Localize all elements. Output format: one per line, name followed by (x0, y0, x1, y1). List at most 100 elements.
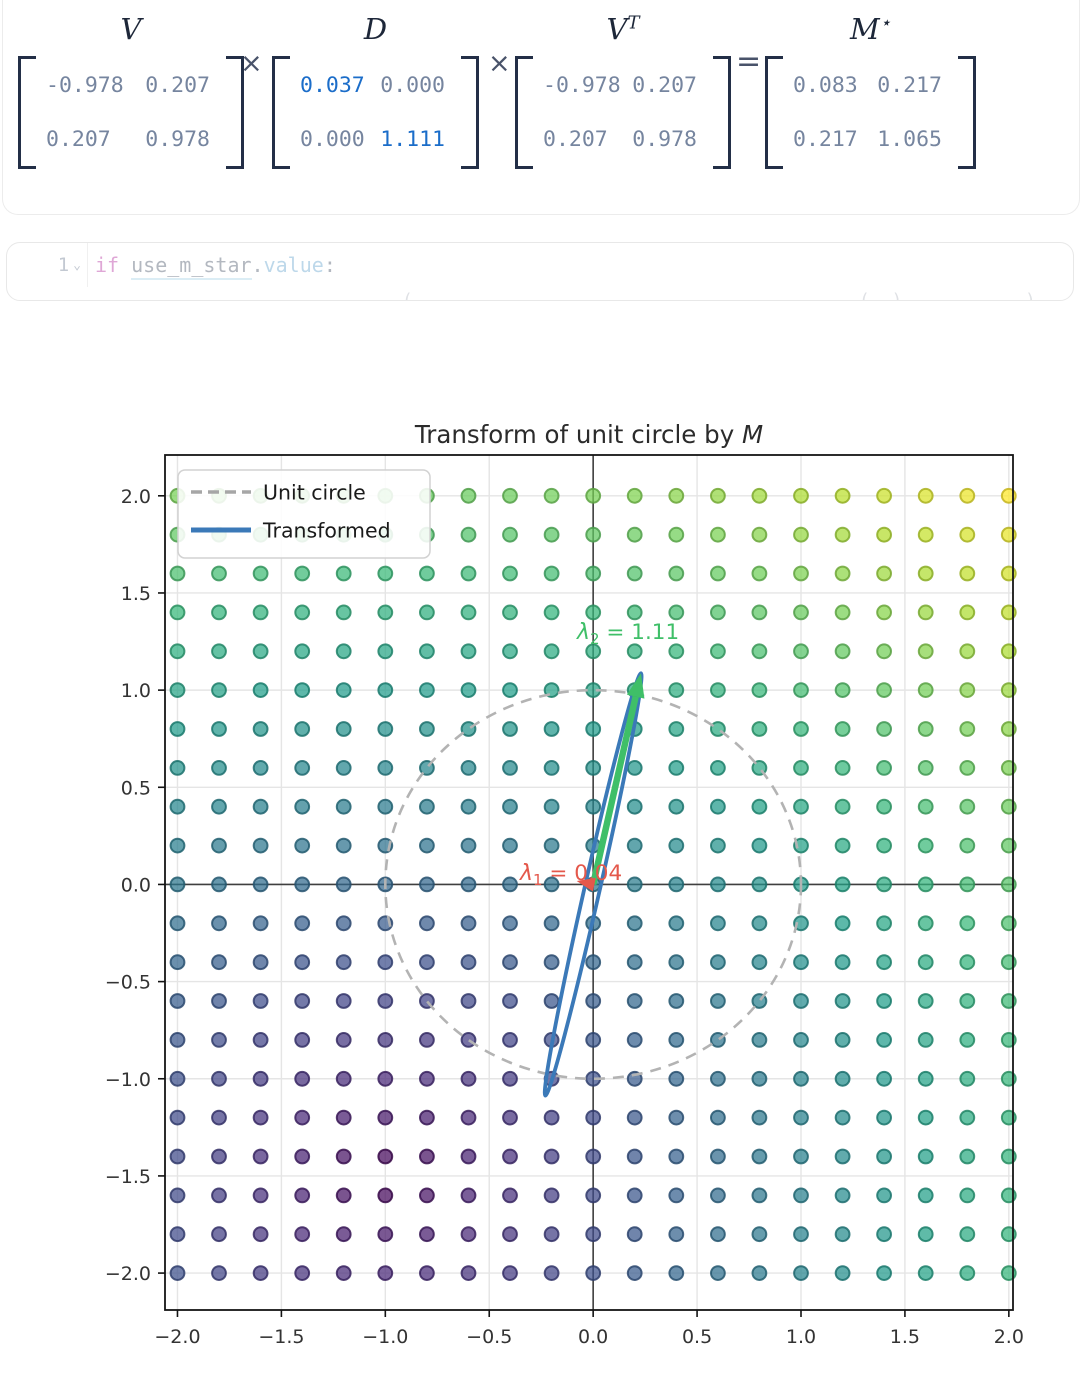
grid-dot (377, 1265, 394, 1281)
grid-dot (377, 1032, 394, 1048)
grid-dot (793, 1032, 809, 1048)
grid-dot (585, 954, 602, 971)
grid-dot (917, 721, 934, 737)
grid-dot (585, 487, 602, 504)
grid-dot (460, 876, 477, 893)
grid-dot (377, 1226, 394, 1243)
grid-dot (917, 837, 934, 854)
grid-dot (668, 1187, 685, 1204)
x-tick-label: −1.5 (258, 1326, 304, 1348)
grid-dot (335, 721, 352, 737)
grid-dot (211, 682, 227, 699)
grid-dot (419, 1070, 435, 1087)
grid-dot (252, 1032, 269, 1048)
grid-dot (959, 1148, 976, 1165)
grid-dot (793, 643, 809, 660)
chart-title: Transform of unit circle by M (414, 420, 763, 449)
grid-dot (585, 1148, 602, 1165)
grid-dot (460, 1148, 477, 1165)
grid-dot (294, 1148, 311, 1165)
grid-dot (876, 526, 892, 543)
grid-dot (335, 1226, 352, 1243)
code-line-1[interactable]: if use_m_star.value: (95, 253, 336, 280)
code-gutter: 1 ⌄ (7, 243, 88, 287)
grid-dot (335, 604, 352, 621)
grid-dot (252, 954, 269, 971)
grid-dot (377, 565, 394, 582)
matrix-cell: 0.207 (145, 72, 210, 98)
grid-dot (876, 1070, 892, 1087)
grid-dot (543, 760, 560, 776)
grid-dot (959, 1070, 976, 1087)
grid-dot (252, 1187, 269, 1204)
grid-dot (959, 1109, 976, 1126)
grid-dot (294, 721, 311, 737)
grid-dot (211, 1109, 227, 1126)
grid-dot (751, 721, 768, 737)
line-number: 1 (57, 254, 70, 276)
grid-dot (585, 565, 602, 582)
grid-dot (294, 1032, 311, 1048)
grid-dot (751, 837, 768, 854)
code-cell[interactable]: 1 ⌄ if use_m_star.value: (… ( ) ) (6, 242, 1074, 301)
grid-dot (626, 643, 643, 660)
grid-dot (668, 1148, 685, 1165)
grid-dot (419, 643, 435, 660)
grid-dot (502, 876, 518, 893)
grid-dot (668, 954, 685, 971)
grid-dot (710, 487, 726, 504)
grid-dot (294, 643, 311, 660)
grid-dot (502, 565, 518, 582)
grid-dot (834, 1265, 851, 1281)
equals-operator: = (736, 44, 762, 79)
y-tick-label: 1.5 (121, 583, 151, 605)
grid-dot (710, 1265, 726, 1281)
grid-dot (252, 721, 269, 737)
grid-dot (252, 993, 269, 1009)
grid-dot (585, 643, 602, 660)
grid-dot (710, 1109, 726, 1126)
grid-dot (419, 876, 435, 893)
grid-dot (793, 1265, 809, 1281)
grid-dot (668, 487, 685, 504)
grid-dot (834, 837, 851, 854)
grid-dot (419, 798, 435, 815)
grid-dot (294, 1187, 311, 1204)
grid-dot (917, 876, 934, 893)
grid-dot (834, 915, 851, 932)
eigenvalue-label-lambda2: λ2 = 1.11 (576, 620, 679, 648)
x-tick-label: −2.0 (154, 1326, 200, 1348)
grid-dot (502, 1226, 518, 1243)
grid-dot (543, 1226, 560, 1243)
grid-dot (710, 526, 726, 543)
grid-dot (585, 1187, 602, 1204)
grid-dot (460, 1109, 477, 1126)
grid-dot (668, 565, 685, 582)
grid-dot (959, 798, 976, 815)
matrix-cell: 0.217 (793, 127, 858, 153)
eigenvalue-label-lambda1: λ1 = 0.04 (519, 861, 622, 889)
matrix-cell: 0.083 (793, 72, 858, 98)
matrix-cell: 0.978 (145, 127, 210, 153)
grid-dot (668, 721, 685, 737)
grid-dot (668, 837, 685, 854)
grid-dot (252, 1265, 269, 1281)
grid-dot (959, 1226, 976, 1243)
grid-dot (169, 1032, 186, 1048)
grid-dot (252, 915, 269, 932)
grid-dot (793, 682, 809, 699)
grid-dot (585, 1265, 602, 1281)
matrix-cell: 1.065 (877, 127, 942, 153)
matrix-cell-eigenvalue: 1.111 (380, 127, 445, 153)
grid-dot (668, 798, 685, 815)
chevron-down-icon[interactable]: ⌄ (73, 257, 81, 273)
grid-dot (834, 760, 851, 776)
matrix-cell: 0.207 (543, 127, 608, 153)
grid-dot (335, 1070, 352, 1087)
grid-dot (876, 1226, 892, 1243)
grid-dot (626, 565, 643, 582)
grid-dot (377, 721, 394, 737)
grid-dot (294, 1226, 311, 1243)
grid-dot (460, 565, 477, 582)
grid-dot (751, 682, 768, 699)
